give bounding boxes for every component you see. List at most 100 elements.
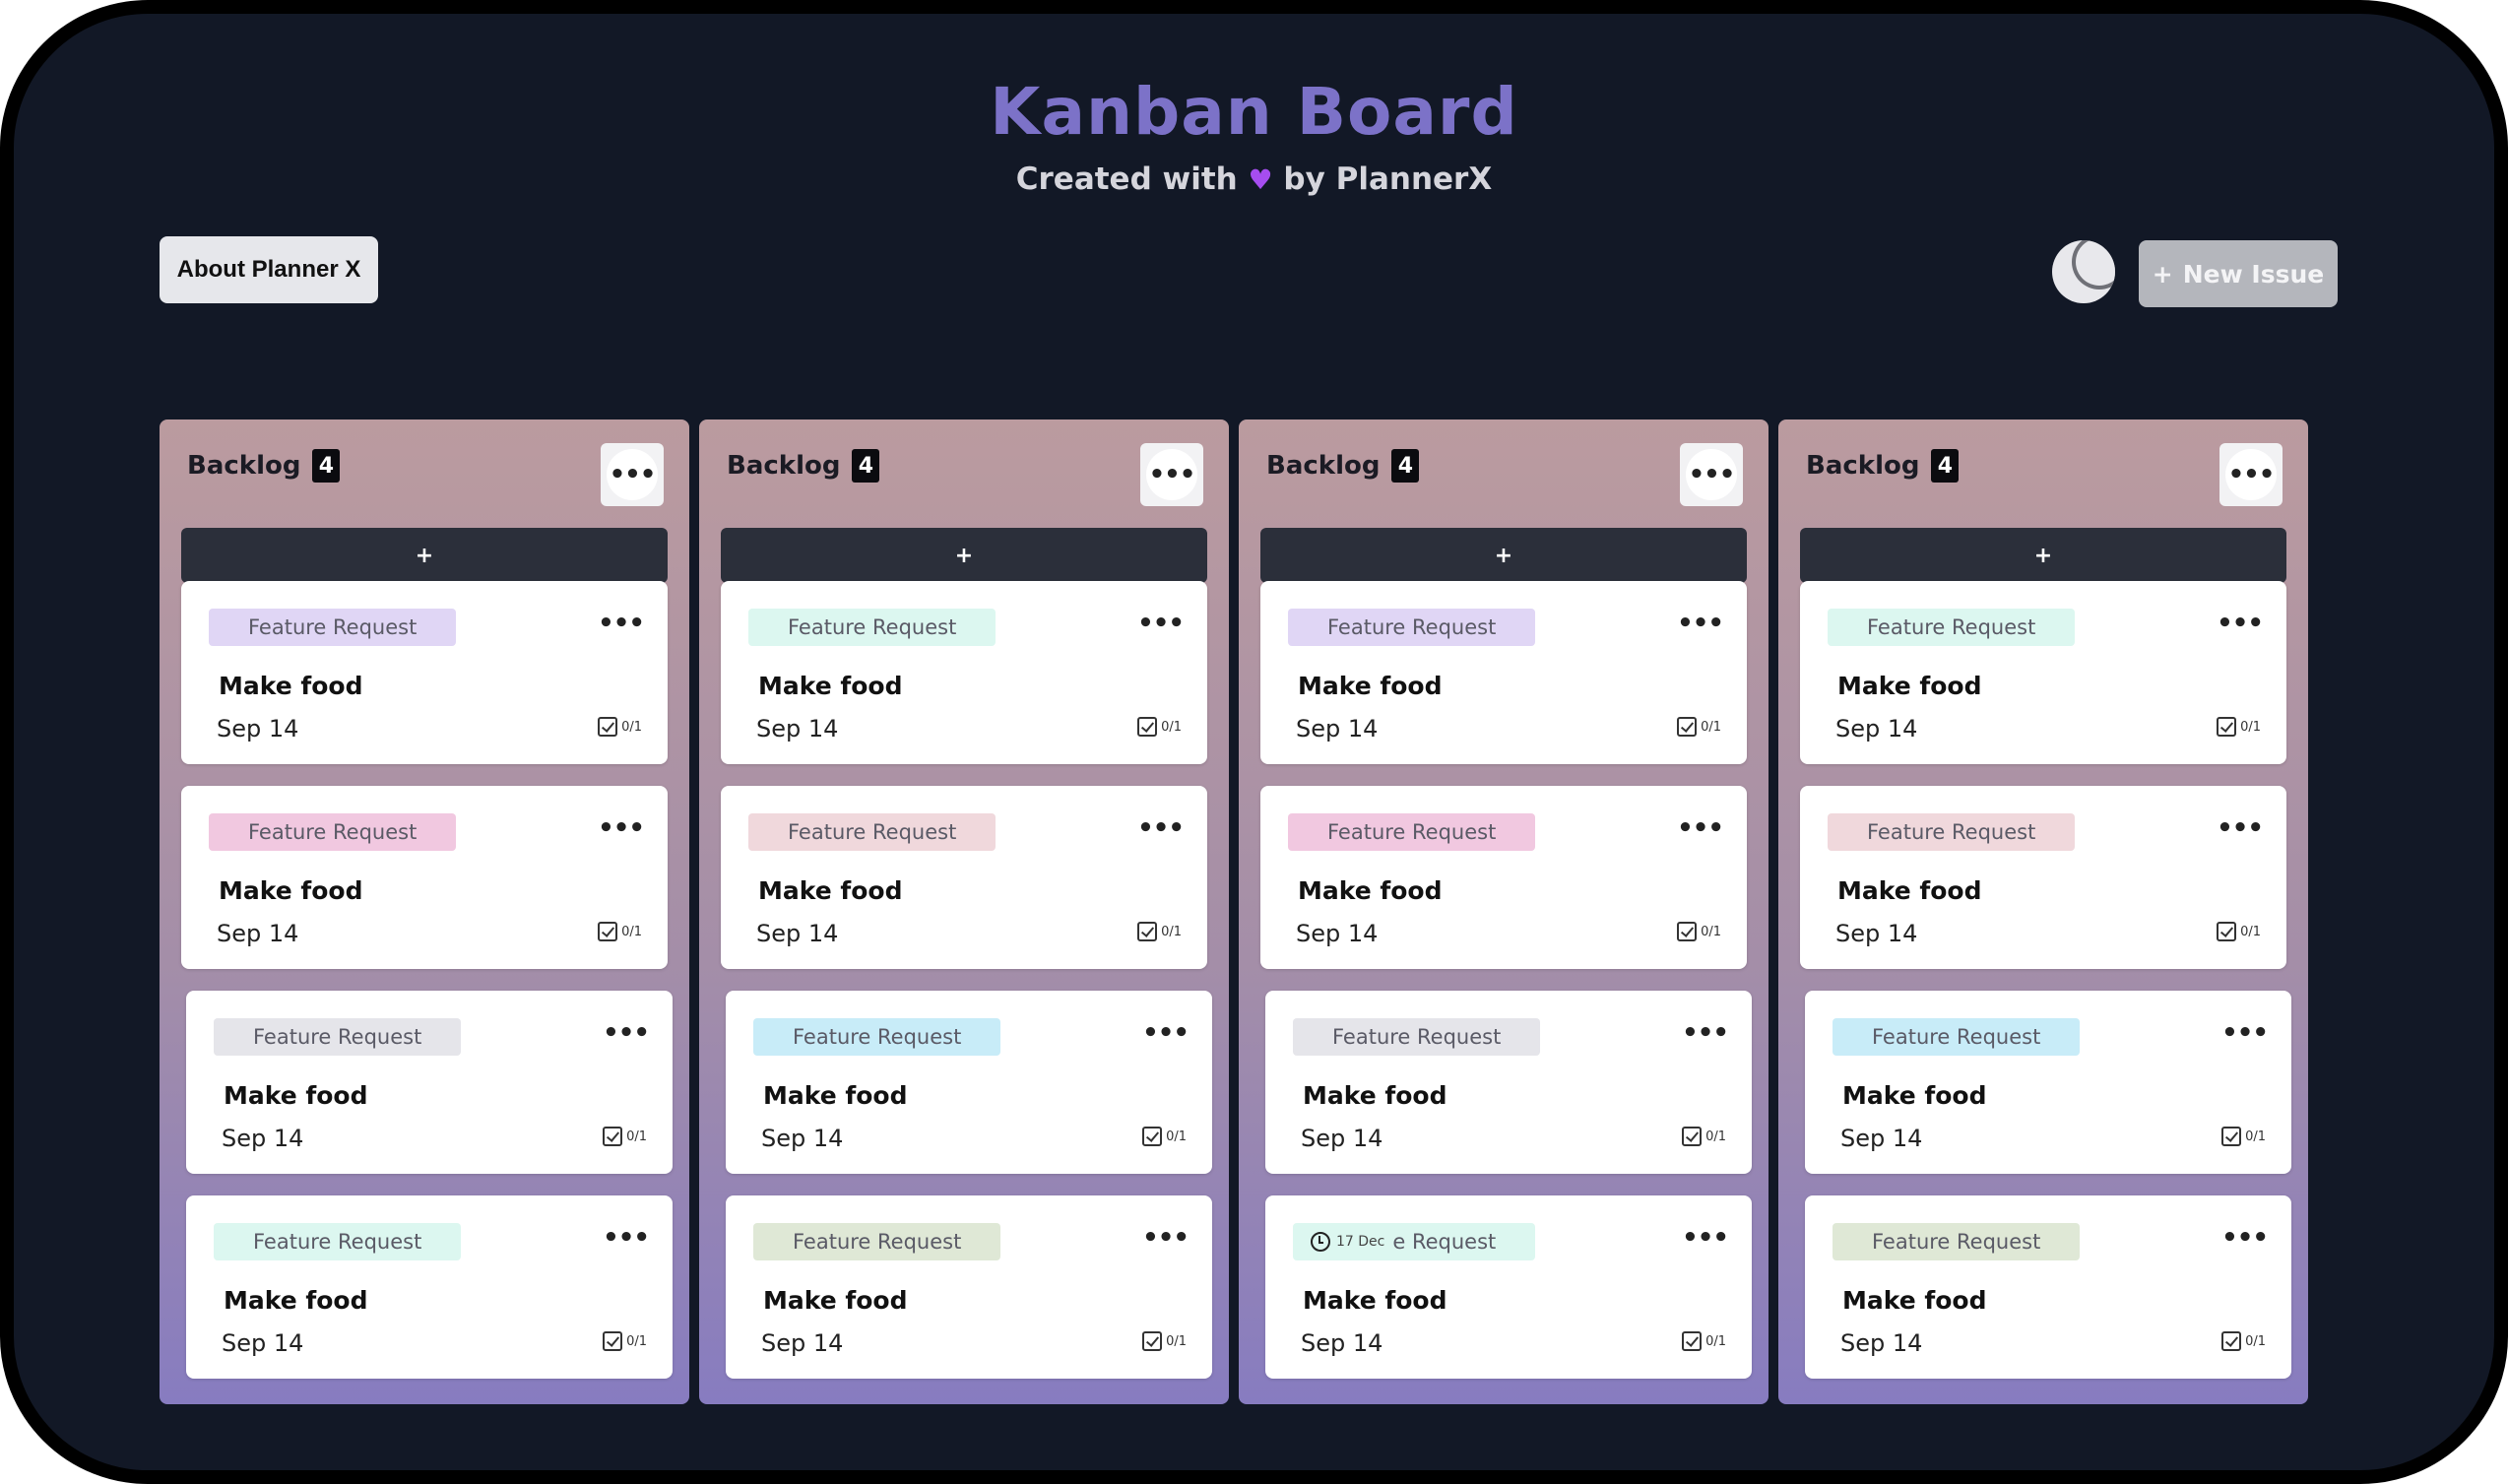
column-title: Backlog [1806,451,1920,481]
more-icon: ••• [1686,449,1737,500]
column-header: Backlog 4 [727,449,880,483]
card[interactable]: Feature Request ••• Make food Sep 14 0/1 [726,1195,1212,1379]
card[interactable]: 17 Dec e Request ••• Make food Sep 14 0/1 [1265,1195,1752,1379]
card-tag: Feature Request [1288,609,1536,646]
card[interactable]: Feature Request ••• Make food Sep 14 0/1 [1260,786,1747,969]
card-menu-icon[interactable]: ••• [603,1223,650,1253]
card-tag: Feature Request [214,1018,462,1056]
about-planner-button[interactable]: About Planner X [160,236,378,303]
card-date: Sep 14 [756,920,839,947]
add-card-button[interactable]: + [181,528,668,583]
checklist-count: 0/1 [626,1333,647,1349]
card[interactable]: Feature Request ••• Make food Sep 14 0/1 [186,991,673,1174]
card-tag: Feature Request [1828,609,2076,646]
card[interactable]: Feature Request ••• Make food Sep 14 0/1 [181,581,668,764]
checklist-indicator: 0/1 [603,1331,647,1351]
add-card-button[interactable]: + [1260,528,1747,583]
card-menu-icon[interactable]: ••• [2221,1018,2269,1048]
tag-label: Feature Request [793,1230,962,1254]
card-menu-icon[interactable]: ••• [1682,1018,1729,1048]
checklist-count: 0/1 [621,719,642,735]
card-menu-icon[interactable]: ••• [1677,813,1724,843]
plus-icon: + [2152,259,2173,289]
checkbox-icon [1142,1127,1163,1146]
card[interactable]: Feature Request ••• Make food Sep 14 0/1 [181,786,668,969]
due-date-badge: 17 Dec [1311,1232,1384,1252]
card-tag: Feature Request [214,1223,462,1260]
card[interactable]: Feature Request ••• Make food Sep 14 0/1 [721,581,1207,764]
card-menu-icon[interactable]: ••• [2217,609,2264,638]
tag-label: Feature Request [788,820,957,844]
card-menu-icon[interactable]: ••• [1677,609,1724,638]
card-menu-icon[interactable]: ••• [1137,813,1185,843]
tag-label: Feature Request [253,1025,422,1049]
checklist-indicator: 0/1 [603,1127,647,1146]
card-title: Make food [219,876,363,905]
checkbox-icon [2221,1331,2242,1351]
card[interactable]: Feature Request ••• Make food Sep 14 0/1 [1805,1195,2291,1379]
card-date: Sep 14 [761,1329,844,1357]
card-menu-icon[interactable]: ••• [598,813,645,843]
heart-icon: ♥ [1248,163,1273,196]
column-menu-button[interactable]: ••• [1680,443,1743,506]
card-menu-icon[interactable]: ••• [1137,609,1185,638]
checklist-count: 0/1 [2245,1129,2266,1144]
card-menu-icon[interactable]: ••• [1142,1018,1190,1048]
card-tag: Feature Request [209,609,457,646]
checkbox-icon [1677,922,1698,941]
card-tag: Feature Request [748,609,997,646]
tag-label: Feature Request [1872,1230,2041,1254]
tag-label: Feature Request [1327,615,1497,639]
checklist-indicator: 0/1 [1682,1127,1726,1146]
card-menu-icon[interactable]: ••• [598,609,645,638]
card-title: Make food [1837,876,1982,905]
column-1: Backlog 4 ••• + Feature Request ••• Make food S… [160,419,689,1404]
card-date: Sep 14 [1296,920,1379,947]
checkbox-icon [1137,717,1158,737]
add-card-button[interactable]: + [721,528,1207,583]
checkbox-icon [598,922,618,941]
card-menu-icon[interactable]: ••• [603,1018,650,1048]
checklist-indicator: 0/1 [2221,1127,2266,1146]
card[interactable]: Feature Request ••• Make food Sep 14 0/1 [186,1195,673,1379]
checklist-indicator: 0/1 [1137,717,1182,737]
card[interactable]: Feature Request ••• Make food Sep 14 0/1 [1805,991,2291,1174]
card[interactable]: Feature Request ••• Make food Sep 14 0/1 [726,991,1212,1174]
column-menu-button[interactable]: ••• [601,443,664,506]
card-menu-icon[interactable]: ••• [2221,1223,2269,1253]
checklist-count: 0/1 [2240,924,2261,939]
checklist-indicator: 0/1 [1682,1331,1726,1351]
new-issue-button[interactable]: + New Issue [2139,240,2338,307]
checklist-count: 0/1 [626,1129,647,1144]
checklist-indicator: 0/1 [1142,1331,1187,1351]
card-menu-icon[interactable]: ••• [1142,1223,1190,1253]
page-title: Kanban Board [990,74,1518,150]
card-title: Make food [1298,672,1443,700]
checklist-count: 0/1 [1705,1129,1726,1144]
card[interactable]: Feature Request ••• Make food Sep 14 0/1 [721,786,1207,969]
add-card-button[interactable]: + [1800,528,2286,583]
checkbox-icon [598,717,618,737]
card-date: Sep 14 [761,1125,844,1152]
card-title: Make food [763,1286,908,1315]
card[interactable]: Feature Request ••• Make food Sep 14 0/1 [1800,786,2286,969]
checkbox-icon [2217,717,2237,737]
page-subtitle: Created with ♥ by PlannerX [14,160,2494,200]
card-tag: Feature Request [753,1223,1001,1260]
card-menu-icon[interactable]: ••• [2217,813,2264,843]
moon-shape [2072,240,2115,290]
column-count-badge: 4 [852,449,880,483]
more-icon: ••• [2225,449,2277,500]
card[interactable]: Feature Request ••• Make food Sep 14 0/1 [1800,581,2286,764]
column-menu-button[interactable]: ••• [2219,443,2283,506]
column-menu-button[interactable]: ••• [1140,443,1203,506]
card[interactable]: Feature Request ••• Make food Sep 14 0/1 [1265,991,1752,1174]
checklist-count: 0/1 [1705,1333,1726,1349]
card-title: Make food [1842,1286,1987,1315]
card[interactable]: Feature Request ••• Make food Sep 14 0/1 [1260,581,1747,764]
moon-icon[interactable] [2052,240,2115,303]
checklist-count: 0/1 [1166,1129,1187,1144]
moon-inner [2076,240,2115,286]
card-menu-icon[interactable]: ••• [1682,1223,1729,1253]
